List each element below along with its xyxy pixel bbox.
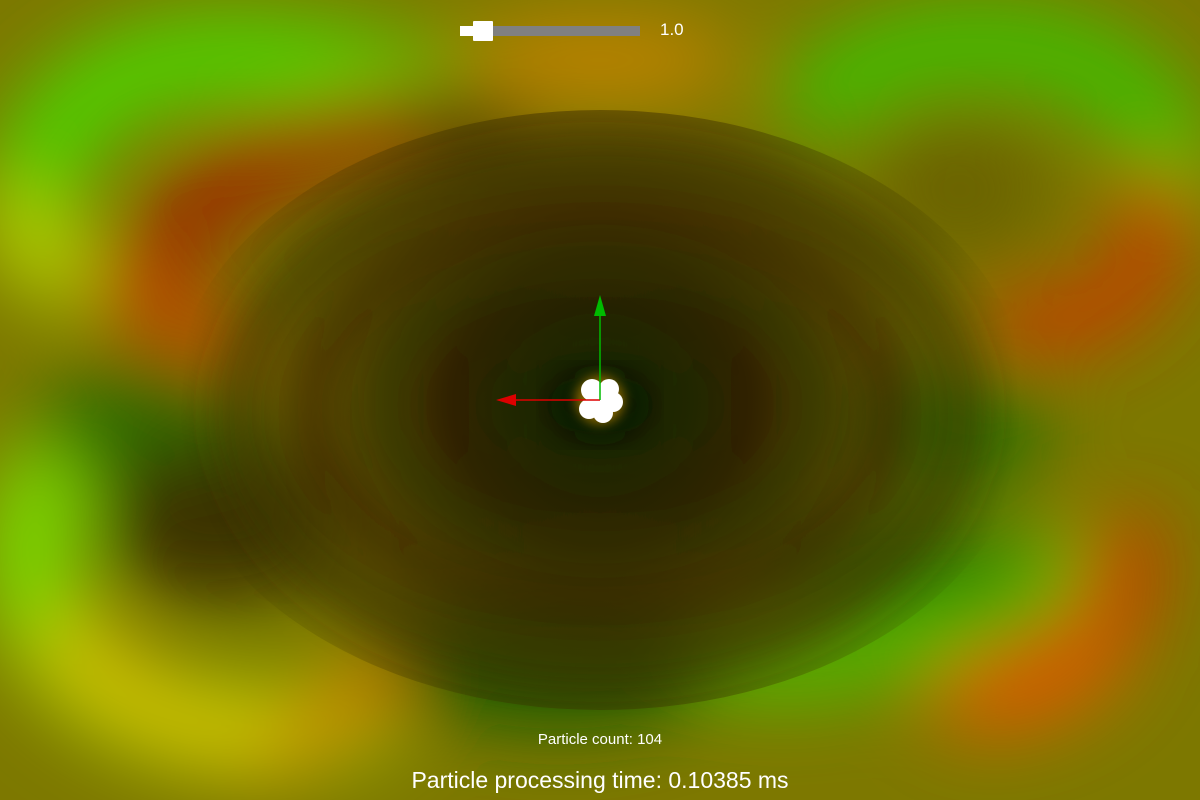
processing-time-label: Particle processing time: 0.10385 ms	[411, 767, 789, 793]
slider-track[interactable]	[460, 26, 640, 36]
slider-value-label: 1.0	[660, 20, 684, 39]
x-axis-arrow-icon	[496, 394, 600, 406]
slider-thumb[interactable]	[472, 21, 493, 41]
strength-slider[interactable]	[460, 21, 640, 41]
slider-fill	[460, 26, 483, 36]
particle-count-label: Particle count: 104	[537, 731, 663, 748]
y-axis-arrow-icon	[594, 295, 606, 400]
particle-emitter[interactable]	[576, 376, 624, 424]
